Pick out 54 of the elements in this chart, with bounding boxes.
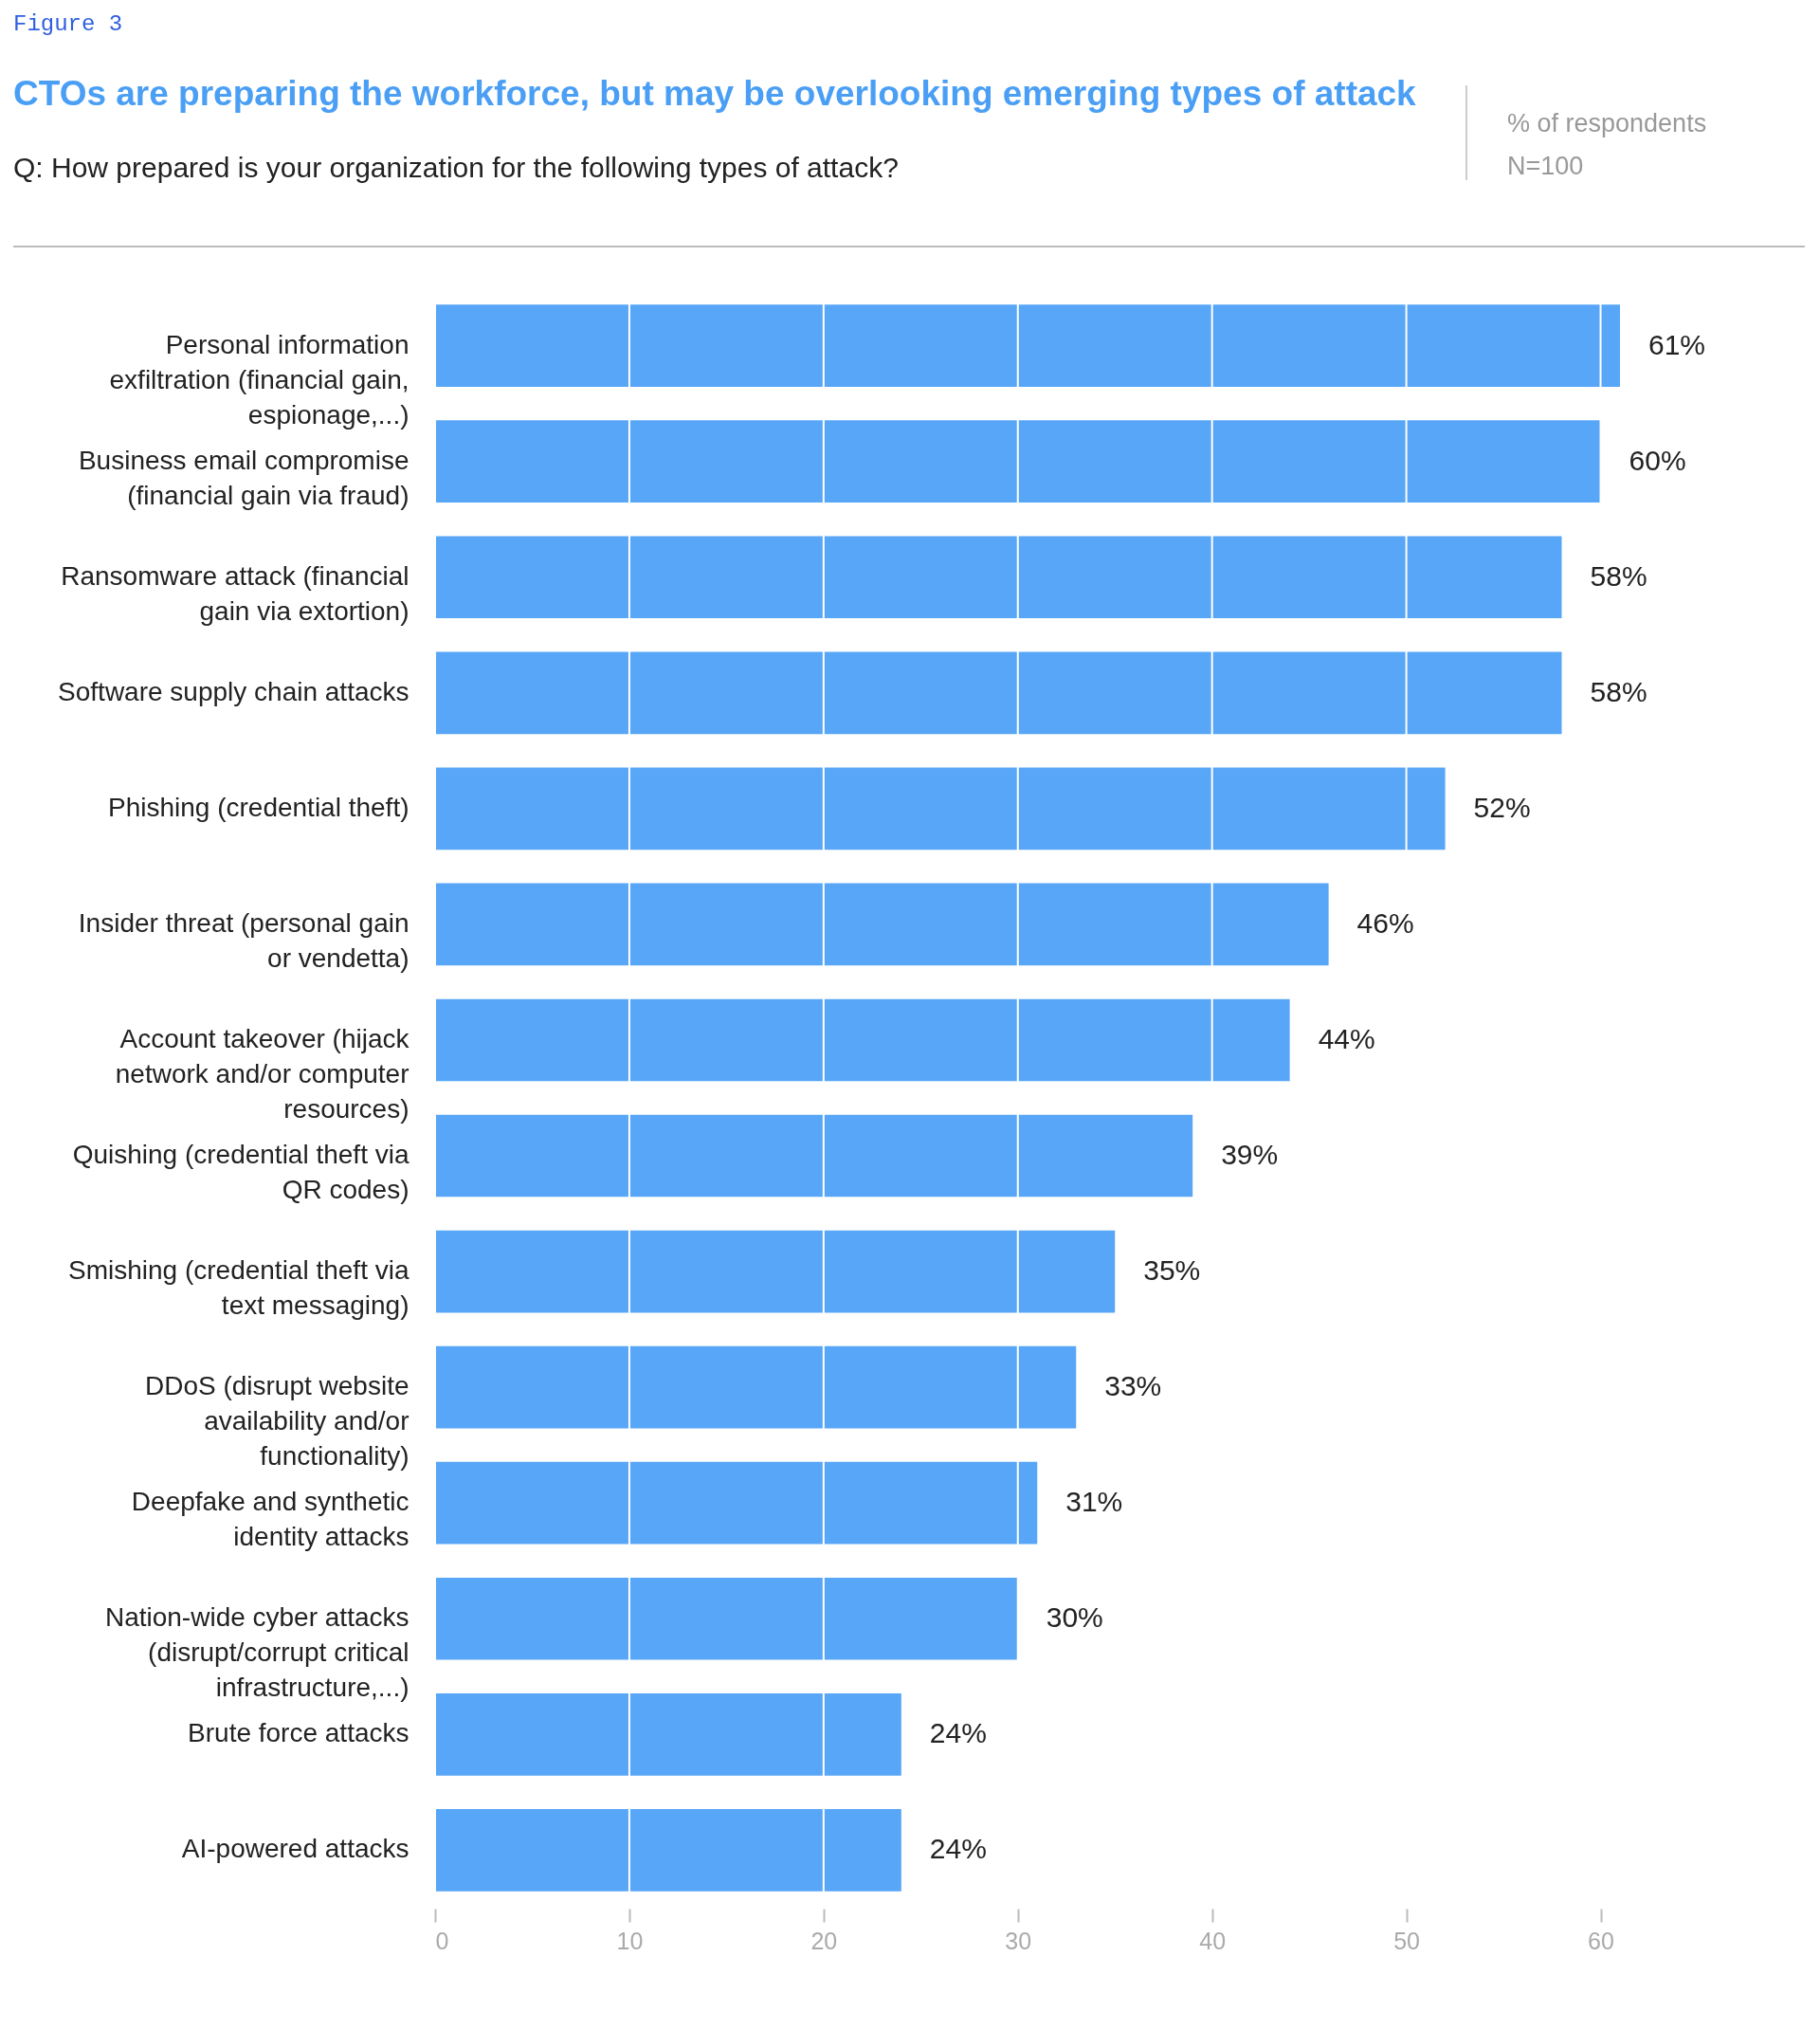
bar [435, 1577, 1018, 1660]
text: % of respondents [1507, 109, 1707, 138]
y-tick-label: Account takeover (hijack network and/or computer resources) [115, 1023, 410, 1124]
y-tick-label: Phishing (credential theft) [107, 792, 410, 822]
data-label: 52% [1473, 791, 1531, 823]
y-tick-label: Business email compromise (financial gain via fraud) [78, 445, 410, 510]
y-tick-label: Ransomware attack (financial gain via extortion) [61, 560, 410, 626]
bar [435, 1461, 1038, 1545]
y-tick-label: Brute force attacks [188, 1718, 410, 1748]
data-label: 30% [1046, 1601, 1103, 1634]
data-label: 46% [1356, 906, 1414, 939]
x-tick-label: 60 [1588, 1927, 1614, 1954]
data-label: 60% [1629, 444, 1686, 476]
bar [435, 1345, 1077, 1429]
y-tick-label: DDoS (disrupt website availability and/or functionality) [144, 1371, 410, 1472]
data-label: 61% [1648, 328, 1706, 360]
x-tick-label: 40 [1199, 1927, 1227, 1954]
y-tick-label: Personal information exfiltration (financial gain, espionage,...) [109, 329, 410, 430]
text: N=100 [1507, 152, 1584, 181]
x-tick-label: 20 [810, 1927, 838, 1954]
data-label: 33% [1104, 1370, 1162, 1402]
chart-title: CTOs are preparing the workforce, but may be overlooking emerging types of attack [13, 74, 1416, 114]
x-tick-label: 10 [616, 1927, 644, 1954]
bar [435, 651, 1562, 735]
bar [435, 1692, 901, 1776]
y-tick-label: AI-powered attacks [181, 1834, 410, 1864]
data-label: 35% [1143, 1254, 1201, 1287]
bar [435, 883, 1329, 966]
data-label: 31% [1065, 1486, 1123, 1518]
y-tick-label: Insider threat (personal gain or vendetta) [78, 907, 410, 973]
data-label: 24% [929, 1717, 987, 1749]
bar [435, 998, 1290, 1082]
y-tick-label: Nation-wide cyber attacks (disrupt/corrupt critical infrastructure,...) [104, 1602, 410, 1703]
x-tick-label: 30 [1005, 1927, 1032, 1954]
data-label: 44% [1318, 1022, 1375, 1054]
caption: Figure 3 [13, 11, 123, 37]
x-tick-label: 0 [435, 1927, 449, 1954]
bar [435, 1230, 1116, 1313]
data-label: 24% [929, 1833, 987, 1865]
y-tick-label: Quishing (credential theft via QR codes) [72, 1140, 410, 1205]
bar [435, 1114, 1193, 1198]
bar [435, 1809, 901, 1892]
y-tick-label: Software supply chain attacks [58, 676, 410, 706]
bar [435, 304, 1620, 387]
bar [435, 420, 1601, 503]
chart-subtitle: Q: How prepared is your organization for the following types of attack? [13, 152, 899, 184]
data-label: 58% [1590, 675, 1647, 707]
y-tick-label: Smishing (credential theft via text messaging) [67, 1255, 410, 1321]
data-label: 58% [1590, 559, 1647, 592]
bar [435, 536, 1562, 619]
x-tick-label: 50 [1393, 1927, 1420, 1954]
bar [435, 767, 1446, 850]
y-tick-label: Deepfake and synthetic identity attacks [131, 1487, 410, 1552]
data-label: 39% [1221, 1139, 1279, 1171]
